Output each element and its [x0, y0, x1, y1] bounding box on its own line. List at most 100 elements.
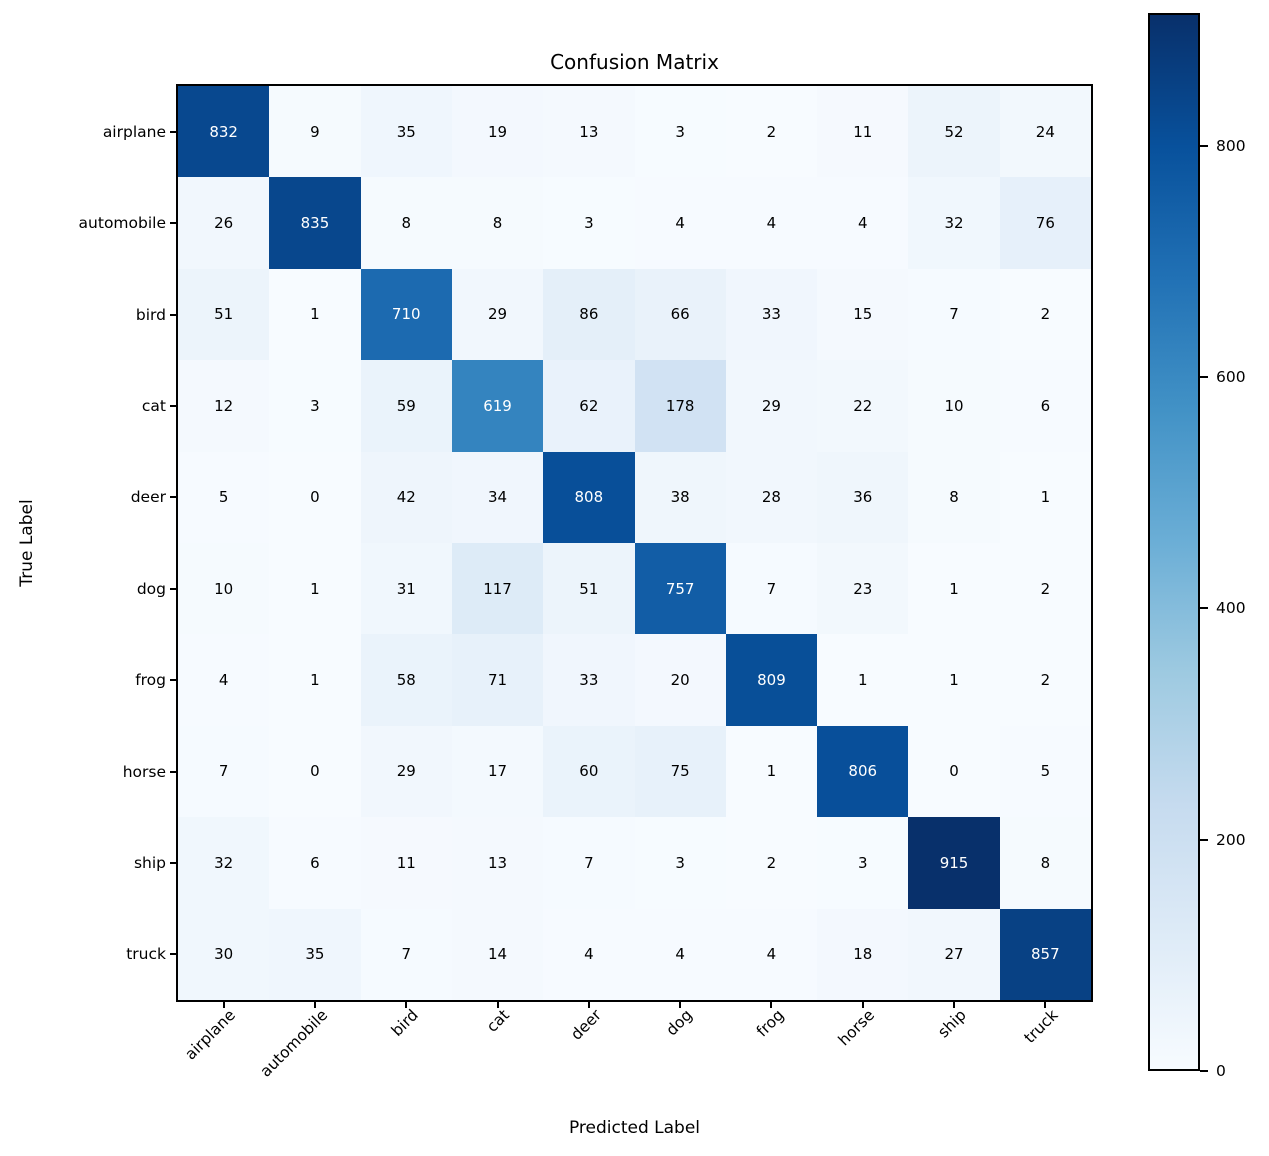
heatmap-cell-automobile-deer: 3: [543, 177, 635, 269]
heatmap-cell-airplane-ship: 52: [908, 86, 1000, 178]
heatmap-cell-frog-truck: 2: [999, 634, 1091, 726]
x-tick-label-truck: truck: [1020, 1006, 1062, 1047]
y-tick-mark: [170, 679, 178, 682]
y-tick-mark: [170, 953, 178, 956]
heatmap-cell-ship-dog: 3: [634, 817, 726, 909]
heatmap-cell-ship-deer: 7: [543, 817, 635, 909]
heatmap-cell-bird-frog: 33: [725, 268, 818, 361]
heatmap-cell-dog-horse: 23: [817, 543, 909, 635]
heatmap-cell-automobile-bird: 8: [360, 177, 452, 269]
heatmap-cell-deer-truck: 1: [999, 451, 1091, 543]
heatmap-cell-truck-cat: 14: [451, 908, 544, 1000]
heatmap: 832 9 35 19 13 3 2 11 52 24 26 835 8 8 3 4 4 4 32 76 51 1 710 2…: [176, 84, 1093, 1002]
heatmap-cell-automobile-dog: 4: [634, 177, 726, 269]
heatmap-cell-ship-automobile: 6: [269, 817, 361, 909]
heatmap-cell-ship-ship: 915: [908, 817, 1000, 909]
heatmap-cell-cat-airplane: 12: [178, 360, 270, 452]
heatmap-cell-airplane-frog: 2: [725, 86, 818, 178]
heatmap-cell-automobile-truck: 76: [999, 177, 1091, 269]
heatmap-cell-bird-cat: 29: [451, 268, 544, 361]
heatmap-cell-frog-dog: 20: [634, 634, 726, 726]
heatmap-cell-truck-horse: 18: [817, 908, 909, 1000]
heatmap-cell-airplane-automobile: 9: [269, 86, 361, 178]
heatmap-cell-cat-dog: 178: [634, 360, 726, 452]
heatmap-cell-truck-automobile: 35: [269, 908, 361, 1000]
y-tick-label-frog: frog: [135, 671, 166, 690]
heatmap-cell-cat-cat: 619: [451, 360, 544, 452]
colorbar-tick-label-200: 200: [1216, 830, 1246, 849]
x-tick-mark: [313, 1000, 316, 1008]
x-tick-mark: [953, 1000, 956, 1008]
heatmap-cell-bird-truck: 2: [999, 268, 1091, 361]
x-tick-label-dog: dog: [662, 1006, 696, 1040]
x-tick-mark: [679, 1000, 682, 1008]
heatmap-cell-ship-cat: 13: [451, 817, 544, 909]
heatmap-cell-deer-horse: 36: [817, 451, 909, 543]
heatmap-cell-automobile-airplane: 26: [178, 177, 270, 269]
heatmap-cell-horse-airplane: 7: [178, 725, 270, 818]
heatmap-cell-dog-deer: 51: [543, 543, 635, 635]
y-tick-label-dog: dog: [136, 579, 166, 598]
heatmap-cell-truck-dog: 4: [634, 908, 726, 1000]
colorbar-tick-label-0: 0: [1216, 1062, 1226, 1080]
y-tick-label-ship: ship: [133, 853, 166, 872]
colorbar-tick-label-600: 600: [1216, 368, 1246, 387]
heatmap-cell-horse-automobile: 0: [269, 725, 361, 818]
colorbar: [1148, 13, 1200, 1071]
heatmap-cell-automobile-frog: 4: [725, 177, 818, 269]
heatmap-cell-dog-frog: 7: [725, 543, 818, 635]
heatmap-cell-truck-bird: 7: [360, 908, 452, 1000]
heatmap-cell-automobile-ship: 32: [908, 177, 1000, 269]
heatmap-cell-dog-cat: 117: [451, 543, 544, 635]
colorbar-tick-mark: [1200, 838, 1208, 841]
heatmap-cell-frog-cat: 71: [451, 634, 544, 726]
y-tick-label-bird: bird: [135, 305, 166, 324]
colorbar-tick-mark: [1200, 1070, 1208, 1072]
heatmap-cell-ship-horse: 3: [817, 817, 909, 909]
heatmap-cell-cat-bird: 59: [360, 360, 452, 452]
heatmap-cell-bird-ship: 7: [908, 268, 1000, 361]
heatmap-cell-frog-ship: 1: [908, 634, 1000, 726]
y-tick-mark: [170, 496, 178, 499]
heatmap-cell-deer-deer: 808: [543, 451, 635, 543]
heatmap-cell-bird-dog: 66: [634, 268, 726, 361]
chart-title: Confusion Matrix: [550, 50, 719, 74]
y-tick-label-automobile: automobile: [78, 214, 166, 233]
heatmap-cell-frog-airplane: 4: [178, 634, 270, 726]
heatmap-cell-frog-frog: 809: [725, 634, 818, 726]
y-tick-mark: [170, 587, 178, 590]
heatmap-cell-truck-truck: 857: [999, 908, 1091, 1000]
heatmap-cell-truck-deer: 4: [543, 908, 635, 1000]
y-tick-label-truck: truck: [126, 945, 166, 964]
heatmap-cell-dog-airplane: 10: [178, 543, 270, 635]
heatmap-cell-dog-automobile: 1: [269, 543, 361, 635]
heatmap-cell-airplane-bird: 35: [360, 86, 452, 178]
heatmap-grid: 832 9 35 19 13 3 2 11 52 24 26 835 8 8 3 4 4 4 32 76 51 1 710 2…: [178, 86, 1091, 1000]
heatmap-cell-deer-bird: 42: [360, 451, 452, 543]
heatmap-cell-dog-truck: 2: [999, 543, 1091, 635]
y-tick-mark: [170, 130, 178, 133]
heatmap-cell-horse-deer: 60: [543, 725, 635, 818]
y-tick-label-deer: deer: [130, 488, 166, 507]
heatmap-cell-cat-deer: 62: [543, 360, 635, 452]
heatmap-cell-automobile-automobile: 835: [269, 177, 361, 269]
heatmap-cell-truck-ship: 27: [908, 908, 1000, 1000]
y-tick-mark: [170, 222, 178, 225]
x-tick-mark: [861, 1000, 864, 1008]
x-tick-label-ship: ship: [934, 1006, 970, 1042]
heatmap-cell-horse-cat: 17: [451, 725, 544, 818]
colorbar-tick-mark: [1200, 607, 1208, 610]
heatmap-cell-horse-horse: 806: [817, 725, 909, 818]
x-tick-mark: [587, 1000, 590, 1008]
heatmap-cell-deer-dog: 38: [634, 451, 726, 543]
heatmap-cell-deer-cat: 34: [451, 451, 544, 543]
heatmap-cell-ship-bird: 11: [360, 817, 452, 909]
colorbar-tick-label-800: 800: [1216, 136, 1246, 155]
x-tick-label-cat: cat: [483, 1006, 514, 1036]
heatmap-cell-horse-dog: 75: [634, 725, 726, 818]
heatmap-cell-frog-automobile: 1: [269, 634, 361, 726]
y-tick-label-horse: horse: [122, 762, 166, 781]
heatmap-cell-airplane-dog: 3: [634, 86, 726, 178]
heatmap-cell-bird-horse: 15: [817, 268, 909, 361]
